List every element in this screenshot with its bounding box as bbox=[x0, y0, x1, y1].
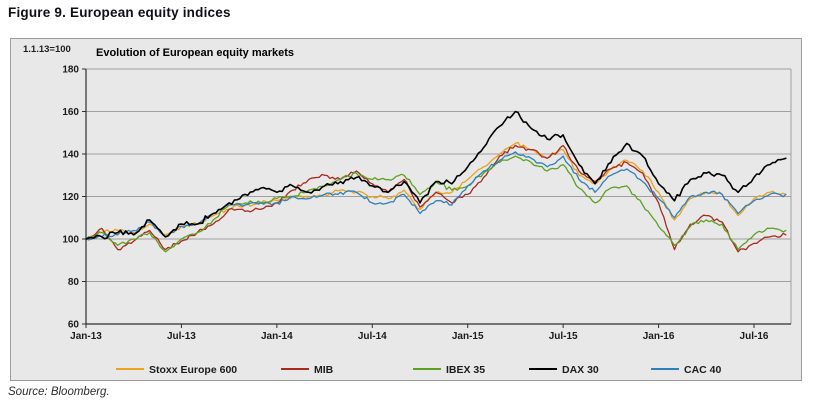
y-tick-label: 80 bbox=[68, 277, 80, 288]
y-tick-label: 120 bbox=[62, 192, 79, 203]
x-tick-label: Jul-16 bbox=[740, 331, 769, 342]
chart-panel: 1.1.13=100 Evolution of European equity … bbox=[10, 38, 802, 381]
series-line-dax-30 bbox=[85, 110, 787, 240]
x-tick-label: Jul-15 bbox=[549, 331, 578, 342]
x-tick-label: Jan-16 bbox=[643, 331, 675, 342]
x-tick-label: Jan-13 bbox=[70, 331, 102, 342]
legend-label: DAX 30 bbox=[562, 364, 599, 376]
y-tick-label: 100 bbox=[62, 235, 79, 246]
source-note: Source: Bloomberg. bbox=[8, 386, 110, 398]
legend-item-ibex-35: IBEX 35 bbox=[413, 364, 485, 376]
series-line-ibex-35 bbox=[85, 155, 787, 253]
legend-item-cac-40: CAC 40 bbox=[651, 364, 722, 376]
legend-label: CAC 40 bbox=[684, 364, 722, 376]
x-tick-label: Jul-14 bbox=[358, 331, 387, 342]
y-tick-label: 160 bbox=[62, 107, 79, 118]
legend-item-stoxx-europe-600: Stoxx Europe 600 bbox=[116, 364, 237, 376]
series-line-cac-40 bbox=[85, 151, 787, 241]
y-tick-label: 140 bbox=[62, 150, 79, 161]
legend-label: MIB bbox=[314, 364, 334, 376]
axis-unit-note: 1.1.13=100 bbox=[23, 44, 71, 55]
figure-title: Figure 9. European equity indices bbox=[8, 5, 231, 20]
legend-label: IBEX 35 bbox=[446, 364, 485, 376]
legend-item-dax-30: DAX 30 bbox=[529, 364, 599, 376]
chart-title: Evolution of European equity markets bbox=[96, 47, 295, 59]
x-tick-label: Jan-14 bbox=[261, 331, 293, 342]
y-tick-label: 180 bbox=[62, 65, 79, 76]
y-tick-label: 60 bbox=[68, 320, 80, 331]
legend-label: Stoxx Europe 600 bbox=[149, 364, 237, 376]
series-line-mib bbox=[85, 144, 787, 253]
x-tick-label: Jul-13 bbox=[167, 331, 196, 342]
legend-item-mib: MIB bbox=[281, 364, 334, 376]
x-tick-label: Jan-15 bbox=[452, 331, 484, 342]
